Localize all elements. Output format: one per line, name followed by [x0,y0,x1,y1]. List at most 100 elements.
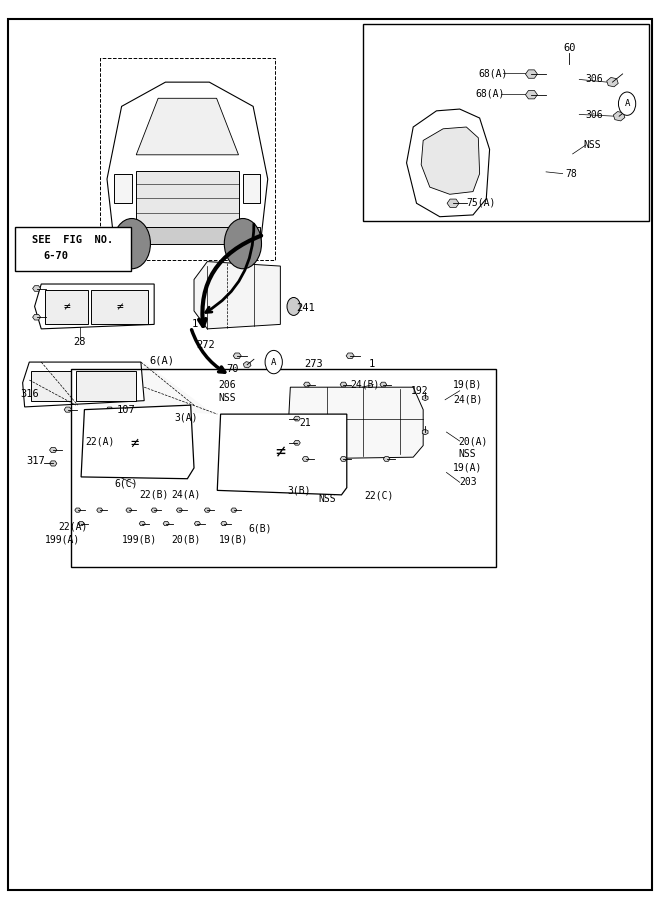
Bar [114,175,132,203]
Text: 306: 306 [586,75,604,85]
Polygon shape [97,508,103,512]
Text: 24(B): 24(B) [453,395,482,405]
Bar [364,23,649,221]
Polygon shape [29,362,214,414]
Text: 317: 317 [27,455,45,466]
Text: 22(C): 22(C) [364,491,394,500]
Text: 22(A): 22(A) [85,436,114,446]
Circle shape [224,219,261,269]
Polygon shape [176,508,182,512]
Text: ≠: ≠ [130,436,139,450]
Polygon shape [106,407,113,412]
Text: 6(B): 6(B) [249,524,272,534]
Polygon shape [293,417,300,421]
Text: 6(A): 6(A) [149,356,174,365]
Text: NSS: NSS [584,140,602,150]
Text: 20(B): 20(B) [171,535,201,544]
Text: A: A [271,357,276,366]
Polygon shape [194,262,280,328]
Polygon shape [107,82,267,244]
Text: 24(A): 24(A) [171,490,201,500]
Polygon shape [346,353,354,358]
Text: 273: 273 [304,359,323,369]
Text: 20(A): 20(A) [458,436,488,446]
FancyArrowPatch shape [199,236,261,326]
Polygon shape [151,508,157,512]
Polygon shape [447,199,459,208]
Polygon shape [163,521,169,526]
Bar [226,422,340,483]
Polygon shape [407,109,490,217]
Text: 316: 316 [20,390,39,400]
Text: 24(B): 24(B) [351,380,380,390]
Text: 19(B): 19(B) [219,535,249,544]
Text: 3(B): 3(B) [287,485,311,495]
Polygon shape [614,112,625,121]
Text: NSS: NSS [218,393,236,403]
Text: 199(B): 199(B) [122,535,157,544]
Text: 75(A): 75(A) [466,197,496,207]
Circle shape [618,92,636,115]
Polygon shape [526,91,538,99]
Polygon shape [380,382,387,387]
Polygon shape [384,456,390,462]
Bar [90,416,183,470]
Polygon shape [340,456,347,462]
FancyArrowPatch shape [191,329,225,373]
Polygon shape [139,521,145,526]
Text: 21: 21 [299,418,311,428]
Text: ≠: ≠ [275,444,285,462]
Polygon shape [422,429,428,435]
Bar [45,291,88,324]
Text: 1: 1 [369,359,375,369]
Text: 3(A): 3(A) [174,413,198,423]
Text: 272: 272 [197,340,215,350]
Bar [99,58,275,260]
Text: 22(A): 22(A) [59,521,88,531]
Text: 203: 203 [459,477,476,487]
Text: 68(A): 68(A) [476,89,505,99]
Polygon shape [421,127,480,194]
Text: NSS: NSS [318,494,336,504]
Bar [71,369,496,567]
Text: 28: 28 [73,338,86,347]
Text: 70: 70 [226,364,239,374]
Circle shape [287,298,300,315]
Text: 1: 1 [192,320,199,329]
Bar [76,371,135,400]
Polygon shape [126,508,132,512]
Polygon shape [78,521,84,526]
Polygon shape [340,382,347,387]
Text: 60: 60 [563,43,576,53]
Polygon shape [81,405,194,479]
Text: 192: 192 [411,386,429,396]
Polygon shape [233,353,241,358]
Polygon shape [194,521,200,526]
Bar [15,228,131,271]
Text: 19(A): 19(A) [453,463,482,473]
Text: SEE  FIG  NO.: SEE FIG NO. [32,235,113,245]
Text: 199(A): 199(A) [45,535,80,544]
Polygon shape [221,521,227,526]
Polygon shape [303,382,310,387]
Polygon shape [23,362,144,407]
Polygon shape [526,70,538,78]
Polygon shape [64,407,71,412]
Bar [114,228,260,244]
Text: 22(B): 22(B) [139,490,169,500]
Text: NSS: NSS [459,448,476,459]
Text: ≠: ≠ [116,302,123,312]
Text: 107: 107 [117,405,135,415]
Polygon shape [422,395,428,400]
Polygon shape [607,77,618,86]
Polygon shape [243,362,251,368]
Polygon shape [217,414,347,495]
Text: 78: 78 [566,168,577,179]
Text: 68(A): 68(A) [478,68,508,78]
Polygon shape [49,447,57,453]
Polygon shape [204,508,210,512]
Bar [31,371,71,400]
Text: ≠: ≠ [63,302,70,312]
Polygon shape [33,285,41,292]
Text: 6-70: 6-70 [43,251,68,261]
